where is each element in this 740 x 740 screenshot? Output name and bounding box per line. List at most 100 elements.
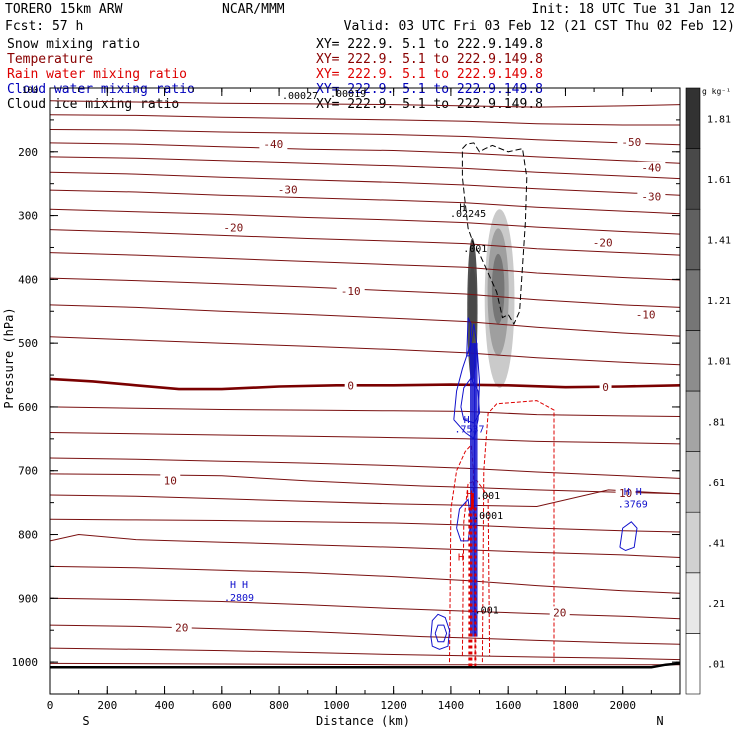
overlap-label: .00019 bbox=[330, 89, 366, 100]
plot-area: -40-30-20-10010200-50-40-30-20-101020H.0… bbox=[49, 87, 681, 695]
colorbar-label: .61 bbox=[707, 478, 725, 489]
colorbar-swatch bbox=[685, 330, 701, 392]
extremum-label: .001 bbox=[475, 606, 499, 617]
colorbar-swatch bbox=[685, 390, 701, 452]
temperature-contour bbox=[50, 662, 680, 666]
temperature-label: -10 bbox=[636, 308, 656, 321]
colorbar-label: .41 bbox=[707, 539, 725, 550]
temperature-label: -50 bbox=[621, 136, 641, 149]
temperature-contour bbox=[50, 336, 680, 366]
south-end-label: S bbox=[82, 714, 89, 728]
y-tick-label: 800 bbox=[18, 529, 38, 542]
temperature-label: -40 bbox=[641, 162, 661, 175]
cloud-ice-contour bbox=[461, 142, 528, 326]
temperature-contour bbox=[50, 252, 680, 281]
field-section: XY= 222.9. 5.1 to 222.9.149.8 bbox=[316, 97, 543, 112]
colorbar-label: 1.21 bbox=[707, 296, 731, 307]
y-tick-label: 500 bbox=[18, 337, 38, 350]
colorbar-swatch bbox=[685, 208, 701, 271]
y-tick-label: 400 bbox=[18, 273, 38, 286]
temperature-contour bbox=[50, 647, 680, 661]
north-end-label: N bbox=[656, 714, 663, 728]
temperature-label: -20 bbox=[223, 222, 243, 235]
temperature-contour bbox=[50, 129, 680, 146]
temperature-label: 10 bbox=[619, 487, 632, 500]
temperature-contour bbox=[50, 304, 680, 337]
temperature-contour bbox=[50, 229, 680, 256]
extremum-label: H bbox=[458, 553, 464, 564]
colorbar-swatch bbox=[685, 87, 701, 149]
extremum-label: H H bbox=[624, 487, 642, 498]
temperature-contour bbox=[50, 377, 680, 391]
temperature-label: 0 bbox=[347, 379, 354, 392]
field-name: Snow mixing ratio bbox=[7, 37, 140, 52]
field-section: XY= 222.9. 5.1 to 222.9.149.8 bbox=[316, 67, 543, 82]
colorbar-swatch bbox=[685, 451, 701, 513]
colorbar-swatch bbox=[685, 633, 701, 695]
temperature-contour bbox=[50, 533, 680, 558]
temperature-label: 20 bbox=[175, 622, 188, 635]
colorbar-label: .81 bbox=[707, 417, 725, 428]
cloudwater-contour bbox=[430, 613, 451, 650]
temperature-contour bbox=[50, 597, 680, 620]
y-tick-label: 600 bbox=[18, 401, 38, 414]
temperature-label: -40 bbox=[263, 138, 283, 151]
temperature-contour bbox=[50, 142, 680, 164]
snow-shading bbox=[491, 253, 505, 325]
colorbar-swatch bbox=[685, 148, 701, 210]
extremum-label: .7537 bbox=[454, 424, 484, 435]
colorbar-label: .01 bbox=[707, 660, 725, 671]
model-title: TORERO 15km ARW bbox=[5, 2, 123, 17]
colorbar-label: 1.41 bbox=[707, 236, 731, 247]
temperature-label: -20 bbox=[593, 236, 613, 249]
temperature-label-bg bbox=[160, 474, 181, 487]
overlap-label: .00027 bbox=[282, 91, 318, 102]
overlap-label: 100 bbox=[22, 86, 38, 96]
colorbar-label: .21 bbox=[707, 599, 725, 610]
x-tick-label: 1600 bbox=[495, 699, 522, 712]
plot-content: -40-30-20-10010200-50-40-30-20-101020H.0… bbox=[50, 100, 680, 669]
temperature-label-bg bbox=[219, 221, 248, 234]
extremum-label: .001 bbox=[476, 491, 500, 502]
field-section: XY= 222.9. 5.1 to 222.9.149.8 bbox=[316, 52, 543, 67]
temperature-label-bg bbox=[259, 138, 288, 151]
chart-header: TORERO 15km ARW NCAR/MMM Init: 18 UTC Tu… bbox=[5, 2, 735, 34]
rain-core-upper bbox=[470, 493, 474, 510]
center-title: NCAR/MMM bbox=[222, 2, 285, 17]
temperature-label: -30 bbox=[278, 183, 298, 196]
temperature-contour bbox=[50, 457, 680, 479]
temperature-label-bg bbox=[588, 236, 617, 249]
temperature-contour bbox=[50, 406, 680, 417]
extremum-label: H bbox=[467, 490, 473, 501]
x-tick-label: 1000 bbox=[323, 699, 350, 712]
axes: Pressure (hPa) Distance (km) S N 0 200 400… bbox=[2, 88, 681, 728]
colorbar-swatch bbox=[685, 269, 701, 331]
temperature-contour bbox=[50, 189, 680, 215]
colorbar: g kg⁻¹ .01 .21 .41 .61 .81 1.01 1.21 1.41 1.61 1.… bbox=[685, 87, 731, 695]
temperature-label-bg bbox=[617, 136, 646, 149]
extremum-label: H H bbox=[230, 580, 248, 591]
init-time: Init: 18 UTC Tue 31 Jan 12 bbox=[532, 2, 736, 17]
extremum-label: .001 bbox=[463, 244, 487, 255]
temperature-label-bg bbox=[171, 621, 192, 634]
rain-contour bbox=[481, 400, 555, 663]
cloudwater-core bbox=[470, 343, 477, 637]
colorbar-swatch bbox=[685, 572, 701, 634]
cloudwater-contour bbox=[460, 377, 481, 424]
y-tick-label: 700 bbox=[18, 465, 38, 478]
plot-frame bbox=[49, 87, 681, 695]
field-name: Temperature bbox=[7, 52, 93, 67]
x-tick-label: 1800 bbox=[552, 699, 579, 712]
temperature-label: 10 bbox=[164, 474, 177, 487]
field-section: XY= 222.9. 5.1 to 222.9.149.8 bbox=[316, 37, 543, 52]
temperature-label-bg bbox=[637, 161, 666, 174]
temperature-label-bg bbox=[631, 308, 660, 321]
temperature-label-bg bbox=[615, 487, 636, 500]
temperature-label: 0 bbox=[602, 381, 609, 394]
field-name: Cloud ice mixing ratio bbox=[7, 97, 179, 112]
snow-shading bbox=[468, 266, 477, 344]
field-name: Cloud water mixing ratio bbox=[7, 82, 195, 97]
forecast-hour: Fcst: 57 h bbox=[5, 19, 83, 34]
temperature-contour bbox=[50, 518, 680, 533]
